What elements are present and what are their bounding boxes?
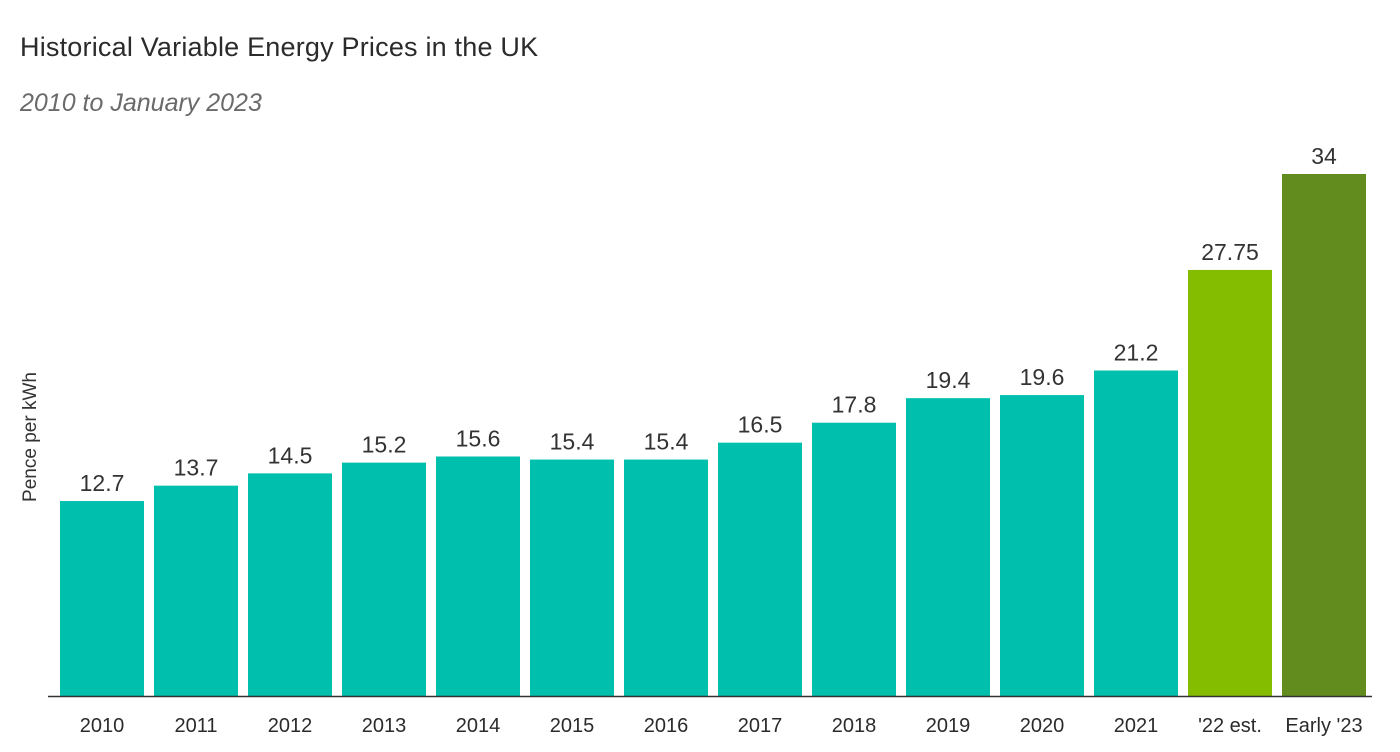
bar xyxy=(154,485,238,696)
x-tick-label: 2018 xyxy=(832,715,877,737)
bar-value-label: 16.5 xyxy=(738,412,783,438)
bar-value-label: 27.75 xyxy=(1201,239,1259,265)
bar xyxy=(248,473,332,696)
bar xyxy=(1188,269,1272,696)
bar-value-label: 19.4 xyxy=(926,367,971,393)
y-axis-title: Pence per kWh xyxy=(20,372,41,502)
x-tick-labels-group: 2010 2011 2012 2013 2014 2015 2016 2017 2018 2019… xyxy=(80,715,1363,737)
bar-value-label: 17.8 xyxy=(832,392,877,418)
bar xyxy=(718,442,802,696)
bar-value-label: 15.4 xyxy=(644,429,689,455)
bar xyxy=(530,459,614,696)
bar-value-label: 34 xyxy=(1311,143,1337,169)
bar xyxy=(1094,370,1178,696)
bar xyxy=(342,462,426,696)
bar-value-label: 14.5 xyxy=(268,442,313,468)
bar xyxy=(1282,174,1366,696)
bar-value-label: 12.7 xyxy=(80,470,125,496)
x-tick-label: 2015 xyxy=(550,715,595,737)
bar xyxy=(624,459,708,696)
bar-value-label: 15.2 xyxy=(362,432,407,458)
x-tick-label: 2021 xyxy=(1114,715,1159,737)
bar xyxy=(906,398,990,696)
x-tick-label: 2010 xyxy=(80,715,125,737)
chart-title: Historical Variable Energy Prices in the… xyxy=(20,32,539,62)
bar xyxy=(1000,395,1084,696)
bar xyxy=(812,422,896,696)
bar-value-label: 15.4 xyxy=(550,429,595,455)
x-tick-label: Early '23 xyxy=(1285,715,1362,737)
bar-value-label: 13.7 xyxy=(174,455,219,481)
x-tick-label: 2017 xyxy=(738,715,783,737)
value-labels-group: 12.7 13.7 14.5 15.2 15.6 15.4 15.4 16.5 17.8 19.4… xyxy=(80,143,1337,496)
bars-group xyxy=(60,174,1366,696)
x-tick-label: 2013 xyxy=(362,715,407,737)
x-tick-label: 2016 xyxy=(644,715,689,737)
x-tick-label: 2011 xyxy=(174,715,217,737)
x-tick-label: 2020 xyxy=(1020,715,1065,737)
bar-value-label: 15.6 xyxy=(456,425,501,451)
x-tick-label: '22 est. xyxy=(1198,715,1262,737)
bar xyxy=(436,456,520,696)
x-tick-label: 2019 xyxy=(926,715,971,737)
x-tick-label: 2012 xyxy=(268,715,313,737)
bar-value-label: 19.6 xyxy=(1020,364,1065,390)
bar-value-label: 21.2 xyxy=(1114,340,1159,366)
bar xyxy=(60,501,144,696)
chart-subtitle: 2010 to January 2023 xyxy=(20,89,262,117)
x-tick-label: 2014 xyxy=(456,715,501,737)
